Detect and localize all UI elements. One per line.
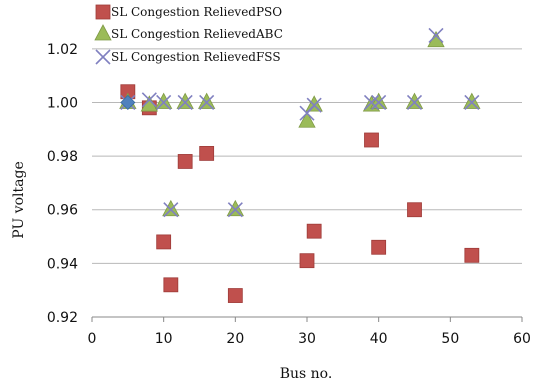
tick-labels: 0.92 0.94 0.96 0.98 1.00 1.02 0 10 20 30 40 50 60: [47, 42, 531, 347]
point-abc-8: [305, 95, 323, 112]
y-tick-label-2: 0.96: [47, 203, 78, 219]
y-axis-title: PU voltage: [11, 161, 27, 238]
point-fss-6-stroke-b: [227, 202, 243, 218]
y-tick-label-0: 0.92: [47, 310, 78, 326]
point-fss-3: [163, 202, 179, 218]
point-fss-4-stroke-b: [177, 94, 193, 111]
point-fss-2-stroke-b: [156, 94, 172, 111]
point-abc-6: [226, 199, 244, 217]
point-abc-5: [198, 92, 216, 109]
point-pso-10: [371, 239, 387, 255]
point-fss-3-stroke-b: [163, 202, 179, 218]
y-tick-label-1: 0.94: [47, 256, 78, 272]
point-fss-10-stroke-b: [371, 94, 387, 111]
x-tick-label-3: 30: [298, 331, 316, 347]
point-fss-13-stroke-b: [464, 94, 480, 111]
point-fss-10: [371, 94, 387, 111]
x-tick-label-0: 0: [88, 331, 97, 347]
point-fss-5-stroke-b: [199, 94, 215, 111]
point-pso-7: [299, 253, 315, 269]
series-pso: [120, 84, 480, 303]
point-fss-2: [156, 94, 172, 111]
series-extra: [120, 94, 136, 111]
point-pso-5: [199, 146, 215, 161]
point-pso-12: [464, 247, 480, 263]
point-abc-11: [405, 92, 424, 109]
point-pso-3: [163, 277, 179, 293]
y-tick-label-3: 0.98: [47, 149, 78, 165]
point-fss-4: [177, 94, 193, 111]
point-abc-3: [162, 199, 180, 217]
point-abc-12: [427, 30, 445, 48]
x-tick-label-1: 10: [155, 331, 173, 347]
grid-lines: [92, 48, 522, 318]
x-tick-label-4: 40: [370, 331, 388, 347]
series-fss: [120, 27, 480, 218]
x-tick-label-6: 60: [513, 331, 531, 347]
point-abc-2: [155, 92, 173, 109]
point-abc-7: [298, 111, 316, 128]
point-fss-11-stroke-b: [406, 94, 423, 111]
point-pso-2: [156, 234, 172, 250]
point-fss-11: [406, 94, 423, 111]
point-fss-5: [199, 94, 215, 111]
x-tick-label-5: 50: [441, 331, 459, 347]
point-fss-13: [464, 94, 480, 111]
point-pso-8: [306, 223, 322, 239]
point-fss-9-stroke-b: [363, 94, 380, 111]
y-tick-label-4: 1.00: [47, 95, 78, 111]
legend-entry-pso: SL Congestion RelievedPSO: [111, 5, 282, 19]
point-extra-0: [120, 94, 136, 111]
legend-marker-pso: [95, 4, 111, 20]
point-pso-4: [177, 154, 193, 169]
point-pso-11: [407, 202, 422, 218]
point-fss-8-stroke-b: [306, 97, 322, 113]
data-points: [119, 27, 481, 303]
point-fss-8: [306, 97, 322, 113]
point-abc-13: [463, 92, 481, 109]
point-fss-1-stroke-b: [141, 92, 157, 108]
y-tick-label-5: 1.02: [47, 42, 78, 58]
legend-entry-abc: SL Congestion RelievedABC: [111, 27, 283, 41]
x-axis-title: Bus no.: [280, 366, 333, 382]
point-fss-9: [363, 94, 380, 111]
point-pso-6: [227, 288, 243, 303]
legend-entry-fss: SL Congestion RelievedFSS: [111, 50, 281, 64]
legend-marker-fss: [95, 49, 111, 65]
point-fss-12-stroke-b: [428, 27, 444, 43]
point-fss-6: [227, 202, 243, 218]
point-fss-12: [428, 27, 444, 43]
legend: SL Congestion RelievedPSO SL Congestion …: [94, 4, 283, 65]
point-abc-4: [176, 92, 194, 109]
legend-marker-fss-stroke-b: [95, 49, 111, 65]
legend-marker-abc: [94, 24, 112, 41]
point-fss-1: [141, 92, 157, 108]
x-tick-label-2: 20: [226, 331, 244, 347]
point-pso-9: [364, 132, 379, 148]
